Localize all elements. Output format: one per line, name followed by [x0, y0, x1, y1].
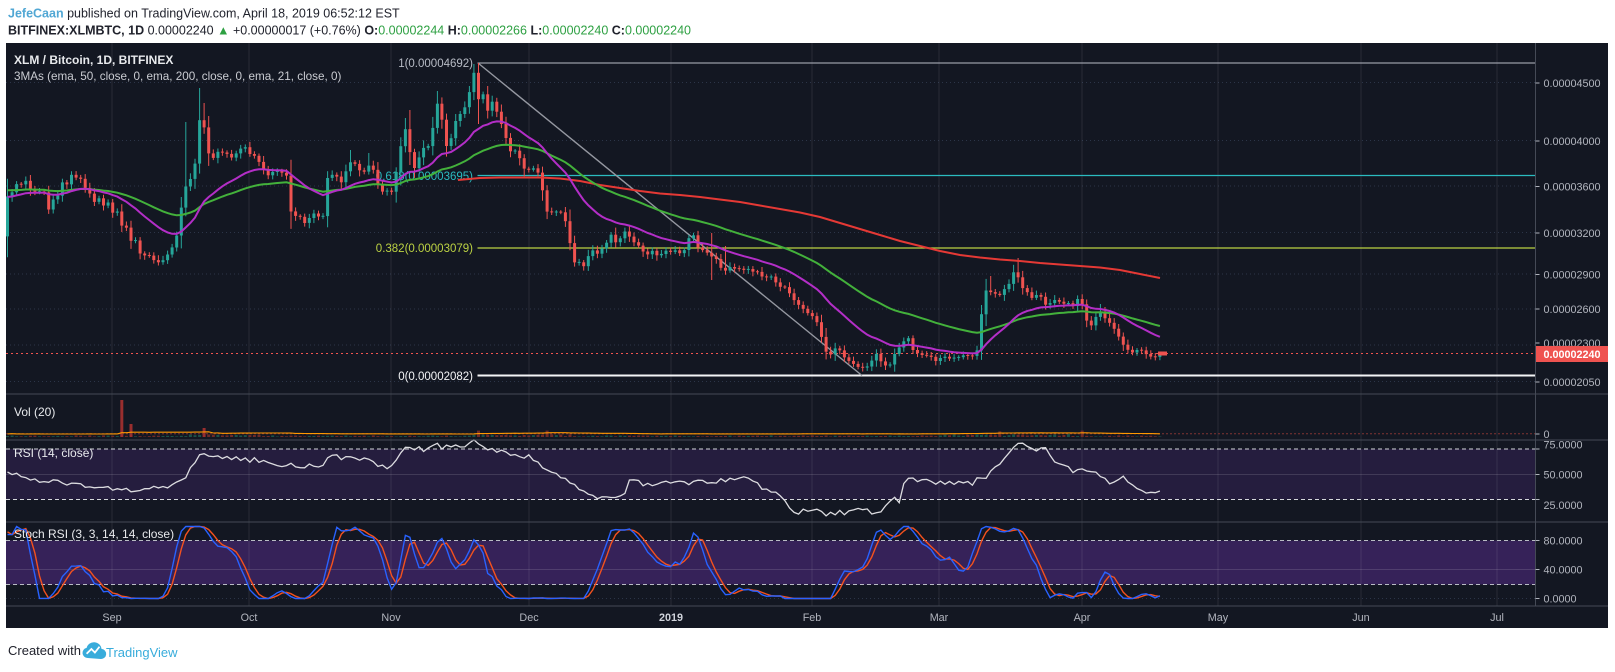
svg-text:75.0000: 75.0000: [1544, 440, 1583, 452]
svg-text:1(0.00004692): 1(0.00004692): [398, 58, 473, 70]
svg-text:0.00002240: 0.00002240: [1544, 349, 1601, 361]
svg-text:0.00004000: 0.00004000: [1544, 136, 1601, 148]
svg-text:TradingView: TradingView: [106, 645, 178, 660]
svg-text:0.00003600: 0.00003600: [1544, 182, 1601, 194]
svg-text:RSI (14, close): RSI (14, close): [14, 446, 93, 460]
svg-text:2019: 2019: [659, 612, 683, 624]
svg-text:0.0000: 0.0000: [1544, 594, 1577, 606]
svg-text:Created with: Created with: [8, 643, 81, 658]
svg-text:Sep: Sep: [102, 612, 121, 624]
svg-text:80.0000: 80.0000: [1544, 536, 1583, 548]
svg-text:Oct: Oct: [241, 612, 258, 624]
svg-text:Mar: Mar: [930, 612, 949, 624]
svg-text:Dec: Dec: [519, 612, 539, 624]
svg-text:Feb: Feb: [803, 612, 822, 624]
svg-text:Jun: Jun: [1352, 612, 1369, 624]
svg-text:May: May: [1208, 612, 1229, 624]
svg-text:0.382(0.00003079): 0.382(0.00003079): [376, 243, 473, 255]
svg-text:25.0000: 25.0000: [1544, 500, 1583, 512]
svg-text:Apr: Apr: [1074, 612, 1091, 624]
svg-text:Jul: Jul: [1490, 612, 1504, 624]
svg-text:XLM / Bitcoin, 1D, BITFINEX: XLM / Bitcoin, 1D, BITFINEX: [14, 53, 173, 67]
svg-text:0(0.00002082): 0(0.00002082): [398, 371, 473, 383]
svg-text:Nov: Nov: [381, 612, 401, 624]
svg-text:50.0000: 50.0000: [1544, 470, 1583, 482]
svg-text:0.00002050: 0.00002050: [1544, 377, 1601, 389]
svg-text:BITFINEX:XLMBTC, 1D 0.0000224: BITFINEX:XLMBTC, 1D 0.00002240 ▲ +0.0000…: [8, 24, 691, 38]
svg-text:0: 0: [1544, 429, 1550, 441]
svg-text:Stoch RSI (3, 3, 14, 14, close: Stoch RSI (3, 3, 14, 14, close): [14, 527, 174, 541]
svg-text:0.00004500: 0.00004500: [1544, 78, 1601, 90]
svg-text:40.0000: 40.0000: [1544, 565, 1583, 577]
svg-text:0.00002600: 0.00002600: [1544, 304, 1601, 316]
svg-text:JefeCaan published on TradingV: JefeCaan published on TradingView.com, A…: [8, 7, 400, 21]
svg-text:0.00003200: 0.00003200: [1544, 228, 1601, 240]
svg-text:Vol (20): Vol (20): [14, 405, 55, 419]
svg-text:0.00002900: 0.00002900: [1544, 270, 1601, 282]
svg-text:3MAs (ema, 50, close, 0, ema,: 3MAs (ema, 50, close, 0, ema, 200, close…: [14, 70, 342, 83]
